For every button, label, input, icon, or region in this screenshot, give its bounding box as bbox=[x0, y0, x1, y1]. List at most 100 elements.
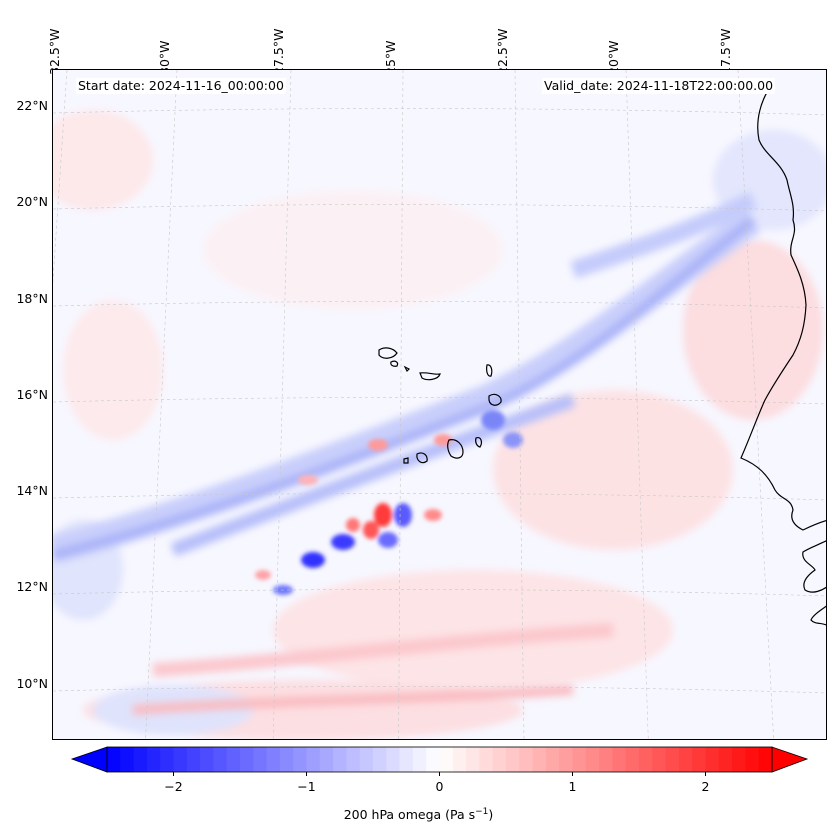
colorbar-segment bbox=[479, 747, 494, 772]
island-sao-vicente bbox=[390, 360, 399, 367]
colorbar-segment bbox=[186, 747, 201, 772]
colorbar-ticks bbox=[173, 772, 706, 776]
colorbar-segment bbox=[758, 747, 773, 772]
colorbar-tick-label: 0 bbox=[435, 779, 444, 794]
colorbar-segment bbox=[599, 747, 613, 772]
colorbar-tick-label: 1 bbox=[568, 779, 577, 794]
colorbar-segment bbox=[585, 747, 600, 772]
colorbar-segment bbox=[293, 747, 307, 772]
colorbar-segment bbox=[545, 747, 560, 772]
colorbar-segment bbox=[639, 747, 653, 772]
colorbar-segment bbox=[200, 747, 214, 772]
longitude-gridline bbox=[737, 70, 774, 739]
colorbar-segment bbox=[705, 747, 720, 772]
colorbar-segment bbox=[133, 747, 148, 772]
colorbar-segment bbox=[718, 747, 733, 772]
colorbar-segment bbox=[665, 747, 680, 772]
colorbar-segment bbox=[386, 747, 401, 772]
island-brava bbox=[403, 457, 409, 464]
colorbar-segment bbox=[612, 747, 627, 772]
island-santa-luzia bbox=[403, 365, 411, 373]
island-santiago bbox=[447, 439, 464, 459]
colorbar-segment bbox=[519, 747, 534, 772]
colorbar-segment bbox=[213, 747, 228, 772]
longitude-gridline bbox=[514, 70, 525, 739]
colorbar-segment bbox=[373, 747, 387, 772]
colorbar-segment bbox=[492, 747, 507, 772]
latitude-gridline bbox=[53, 589, 826, 597]
colorbar-segments bbox=[107, 747, 773, 772]
latitude-gridline bbox=[53, 397, 826, 405]
colorbar-segment bbox=[346, 747, 361, 772]
colorbar-segment bbox=[266, 747, 281, 772]
longitude-gridline bbox=[272, 70, 292, 739]
colorbar-tick-label: −2 bbox=[164, 779, 183, 794]
latitude-label: 18°N bbox=[16, 291, 48, 306]
colorbar-segment bbox=[439, 747, 454, 772]
colorbar-segment bbox=[173, 747, 188, 772]
colorbar-segment bbox=[452, 747, 467, 772]
latitude-gridline bbox=[53, 686, 826, 694]
island-boa-vista bbox=[488, 393, 502, 406]
colorbar-segment bbox=[745, 747, 760, 772]
colorbar-segment bbox=[466, 747, 480, 772]
colorbar-segment bbox=[426, 747, 440, 772]
omega-bands bbox=[53, 191, 762, 715]
colorbar-segment bbox=[120, 747, 135, 772]
africa-coastline bbox=[740, 85, 826, 531]
omega-convective-cells bbox=[255, 410, 523, 595]
colorbar bbox=[70, 746, 809, 776]
latitude-label: 10°N bbox=[16, 676, 48, 691]
colorbar-segment bbox=[279, 747, 294, 772]
valid-date-label: Valid_date: 2024-11-18T22:00:00.00 bbox=[542, 78, 776, 94]
colorbar-title-close: ) bbox=[488, 807, 494, 823]
longitude-gridline bbox=[145, 70, 178, 739]
island-maio bbox=[475, 437, 482, 448]
colorbar-segment bbox=[532, 747, 547, 772]
latitude-label: 16°N bbox=[16, 387, 48, 402]
colorbar-title-main: 200 hPa omega (Pa s bbox=[343, 807, 476, 823]
map-panel bbox=[52, 69, 827, 740]
latitude-gridline bbox=[53, 493, 826, 501]
colorbar-extend-min bbox=[70, 746, 108, 773]
colorbar-segment bbox=[572, 747, 587, 772]
latitude-gridline bbox=[53, 301, 826, 309]
colorbar-segment bbox=[253, 747, 268, 772]
colorbar-segment bbox=[692, 747, 706, 772]
start-date-label: Start date: 2024-11-16_00:00:00 bbox=[76, 78, 286, 94]
longitude-gridline bbox=[398, 70, 404, 739]
colorbar-segment bbox=[319, 747, 334, 772]
senegal-coast bbox=[802, 540, 826, 593]
colorbar-title: 200 hPa omega (Pa s−1) bbox=[0, 807, 837, 822]
latitude-label: 14°N bbox=[16, 483, 48, 498]
colorbar-tick-label: 2 bbox=[701, 779, 710, 794]
colorbar-title-unit-exponent: −1 bbox=[475, 807, 489, 817]
colorbar-segment bbox=[160, 747, 174, 772]
island-sao-nicolau bbox=[419, 372, 441, 381]
colorbar-tick-label: −1 bbox=[297, 779, 316, 794]
longitude-gridline bbox=[625, 70, 649, 739]
colorbar-segment bbox=[732, 747, 746, 772]
colorbar-segment bbox=[678, 747, 693, 772]
omega-broad-patterns bbox=[53, 110, 826, 739]
latitude-label: 22°N bbox=[16, 98, 48, 113]
omega-field-map bbox=[53, 70, 826, 739]
colorbar-segment bbox=[559, 747, 573, 772]
colorbar-segment bbox=[506, 747, 520, 772]
island-santo-antao bbox=[378, 347, 398, 359]
latitude-label: 12°N bbox=[16, 579, 48, 594]
guinea-coast bbox=[810, 605, 826, 626]
colorbar-segment bbox=[107, 747, 121, 772]
latitude-gridline bbox=[53, 204, 826, 212]
colorbar-segment bbox=[359, 747, 374, 772]
colorbar-segment bbox=[412, 747, 427, 772]
latitude-gridline bbox=[53, 108, 826, 116]
colorbar-segment bbox=[240, 747, 254, 772]
colorbar-segment bbox=[625, 747, 640, 772]
colorbar-segment bbox=[652, 747, 667, 772]
island-fogo bbox=[416, 452, 428, 464]
graticule bbox=[53, 70, 826, 739]
coastline bbox=[378, 85, 826, 626]
colorbar-segment bbox=[306, 747, 321, 772]
colorbar-segment bbox=[226, 747, 241, 772]
